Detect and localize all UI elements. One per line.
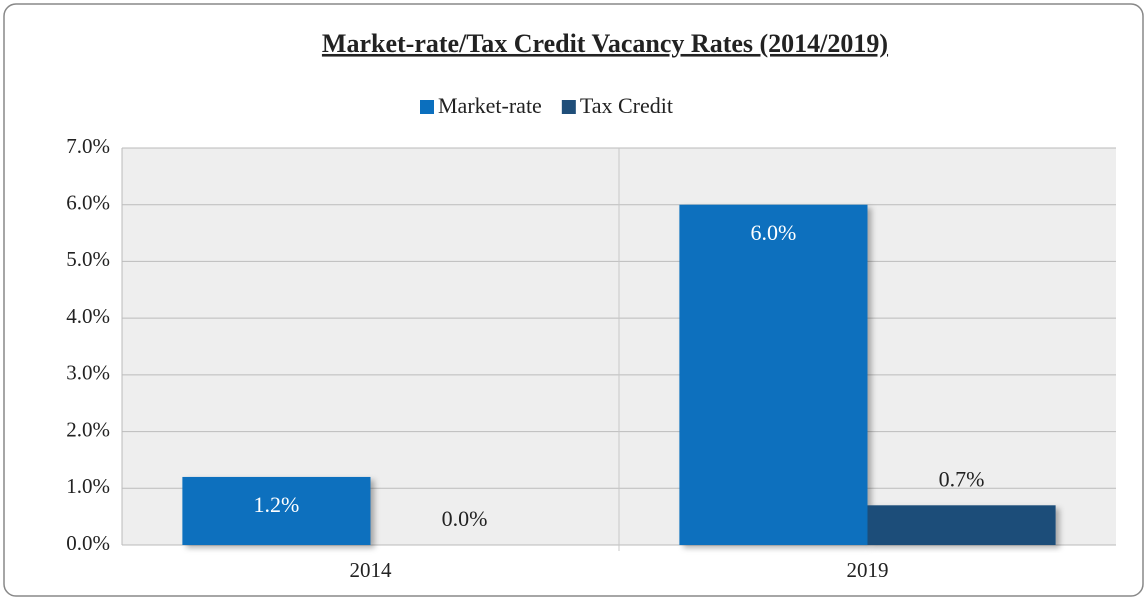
bar <box>867 505 1056 545</box>
y-tick-label: 5.0% <box>66 247 110 271</box>
y-tick-label: 0.0% <box>66 531 110 555</box>
x-tick-label: 2014 <box>350 558 393 582</box>
data-label: 6.0% <box>751 220 797 245</box>
legend-swatch <box>561 100 576 114</box>
legend-label: Tax Credit <box>580 93 673 118</box>
data-label: 1.2% <box>254 492 300 517</box>
y-tick-label: 4.0% <box>66 304 110 328</box>
chart-title: Market-rate/Tax Credit Vacancy Rates (20… <box>322 29 888 58</box>
bar <box>182 476 371 545</box>
data-label: 0.0% <box>442 506 488 531</box>
legend-swatch <box>420 100 434 114</box>
y-tick-label: 1.0% <box>66 474 110 498</box>
y-tick-label: 7.0% <box>66 134 110 158</box>
legend-label: Market-rate <box>438 93 542 118</box>
x-tick-label: 2019 <box>847 558 889 582</box>
y-tick-label: 3.0% <box>66 361 110 385</box>
bar <box>679 204 868 545</box>
data-label: 0.7% <box>939 466 985 491</box>
y-tick-label: 2.0% <box>66 417 110 441</box>
y-tick-label: 6.0% <box>66 191 110 215</box>
